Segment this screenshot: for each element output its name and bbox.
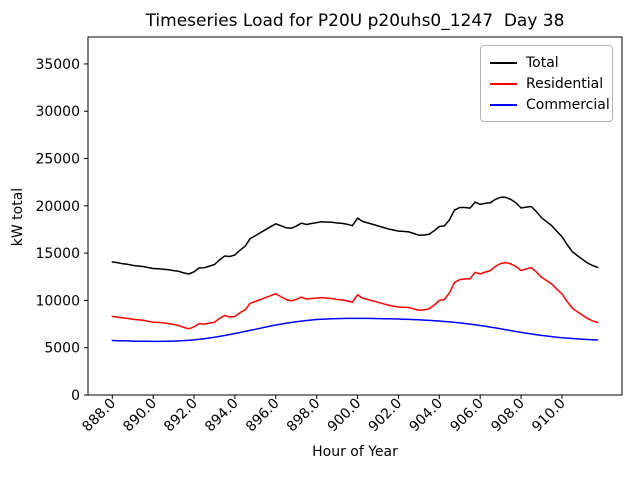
x-tick-label: 898.0 xyxy=(284,396,324,436)
x-tick-label: 888.0 xyxy=(79,396,119,436)
y-tick-label: 5000 xyxy=(44,341,80,357)
x-axis-label: Hour of Year xyxy=(312,444,398,460)
series-line-commercial xyxy=(111,317,599,343)
y-tick-label: 25000 xyxy=(35,152,80,168)
y-axis-label: kW total xyxy=(10,187,26,247)
x-tick-label: 890.0 xyxy=(120,396,160,436)
x-tick-label: 896.0 xyxy=(243,396,283,436)
legend-entry-commercial: Commercial xyxy=(490,94,610,115)
y-tick-label: 30000 xyxy=(35,104,80,120)
legend-entry-total: Total xyxy=(490,52,602,73)
legend: Total Residential Commercial xyxy=(480,45,613,122)
x-tick-label: 892.0 xyxy=(161,396,201,436)
x-tick-label: 904.0 xyxy=(406,396,446,436)
legend-label-commercial: Commercial xyxy=(526,96,610,113)
axes-frame xyxy=(87,36,623,396)
y-tick-label: 0 xyxy=(71,388,80,404)
y-tick-label: 15000 xyxy=(35,246,80,262)
x-tick-label: 910.0 xyxy=(529,396,569,436)
y-tick-label: 10000 xyxy=(35,293,80,309)
x-tick-label: 900.0 xyxy=(325,396,365,436)
y-tick-label: 20000 xyxy=(35,199,80,215)
residential-line-swatch xyxy=(490,82,517,85)
x-tick-label: 894.0 xyxy=(202,396,242,436)
series-line-residential xyxy=(111,261,599,330)
legend-entry-residential: Residential xyxy=(490,73,604,94)
x-tick-label: 908.0 xyxy=(488,396,528,436)
series-line-total xyxy=(111,196,599,275)
total-line-swatch xyxy=(490,61,517,64)
x-tick-label: 906.0 xyxy=(447,396,487,436)
legend-label-total: Total xyxy=(526,54,559,71)
legend-label-residential: Residential xyxy=(526,75,604,92)
y-tick-label: 35000 xyxy=(35,57,80,73)
chart-title: Timeseries Load for P20U p20uhs0_1247 Da… xyxy=(145,11,565,31)
commercial-line-swatch xyxy=(490,103,517,106)
x-tick-label: 902.0 xyxy=(366,396,406,436)
